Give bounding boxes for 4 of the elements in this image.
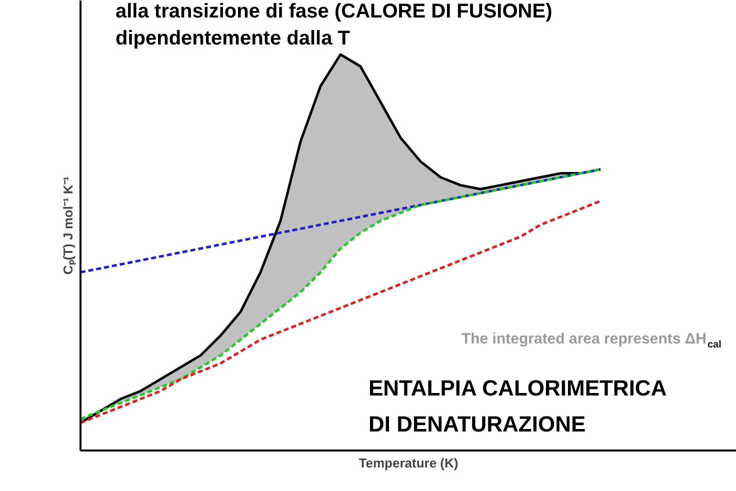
x-axis-title: Temperature (K) [358,456,458,470]
annotation: ENTALPIA CALORIMETRICA DI DENATURAZIONE [368,376,667,436]
chart-title: alla transizione di fase (CALORE DI FUSIONE) dipendentemente dalla T [116,0,552,50]
y-axis-title: Cₚ(T) J mol⁻¹ K⁻¹ [60,176,76,275]
